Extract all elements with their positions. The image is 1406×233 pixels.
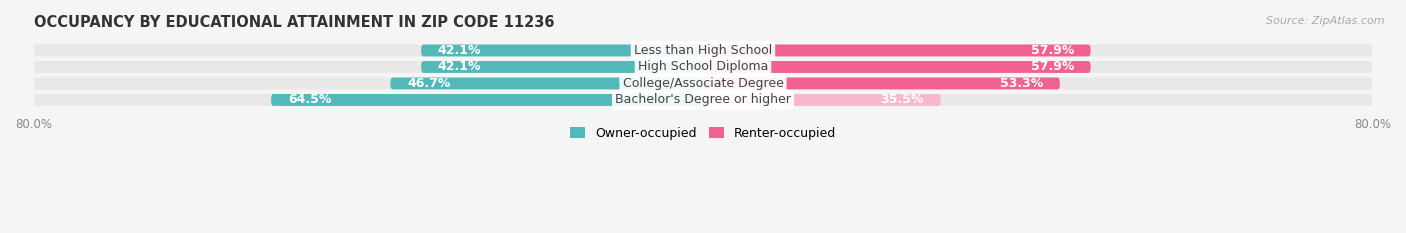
FancyBboxPatch shape	[34, 61, 1372, 73]
Text: 64.5%: 64.5%	[288, 93, 332, 106]
FancyBboxPatch shape	[34, 94, 1372, 106]
Text: 57.9%: 57.9%	[1031, 61, 1074, 73]
Text: 42.1%: 42.1%	[437, 44, 481, 57]
FancyBboxPatch shape	[703, 78, 1060, 89]
FancyBboxPatch shape	[34, 45, 1372, 56]
FancyBboxPatch shape	[34, 78, 1372, 89]
Text: Source: ZipAtlas.com: Source: ZipAtlas.com	[1267, 16, 1385, 26]
FancyBboxPatch shape	[422, 45, 703, 56]
Text: 46.7%: 46.7%	[408, 77, 450, 90]
Text: College/Associate Degree: College/Associate Degree	[623, 77, 783, 90]
Text: 42.1%: 42.1%	[437, 61, 481, 73]
FancyBboxPatch shape	[703, 94, 941, 106]
Text: 35.5%: 35.5%	[880, 93, 924, 106]
FancyBboxPatch shape	[703, 61, 1091, 73]
Legend: Owner-occupied, Renter-occupied: Owner-occupied, Renter-occupied	[565, 122, 841, 145]
Text: Bachelor's Degree or higher: Bachelor's Degree or higher	[614, 93, 792, 106]
Text: 57.9%: 57.9%	[1031, 44, 1074, 57]
Text: High School Diploma: High School Diploma	[638, 61, 768, 73]
FancyBboxPatch shape	[422, 61, 703, 73]
Text: Less than High School: Less than High School	[634, 44, 772, 57]
FancyBboxPatch shape	[271, 94, 703, 106]
FancyBboxPatch shape	[703, 45, 1091, 56]
Text: OCCUPANCY BY EDUCATIONAL ATTAINMENT IN ZIP CODE 11236: OCCUPANCY BY EDUCATIONAL ATTAINMENT IN Z…	[34, 15, 554, 30]
FancyBboxPatch shape	[391, 78, 703, 89]
Text: 53.3%: 53.3%	[1000, 77, 1043, 90]
